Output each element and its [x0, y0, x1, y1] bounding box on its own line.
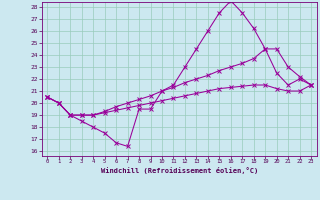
X-axis label: Windchill (Refroidissement éolien,°C): Windchill (Refroidissement éolien,°C) — [100, 167, 258, 174]
